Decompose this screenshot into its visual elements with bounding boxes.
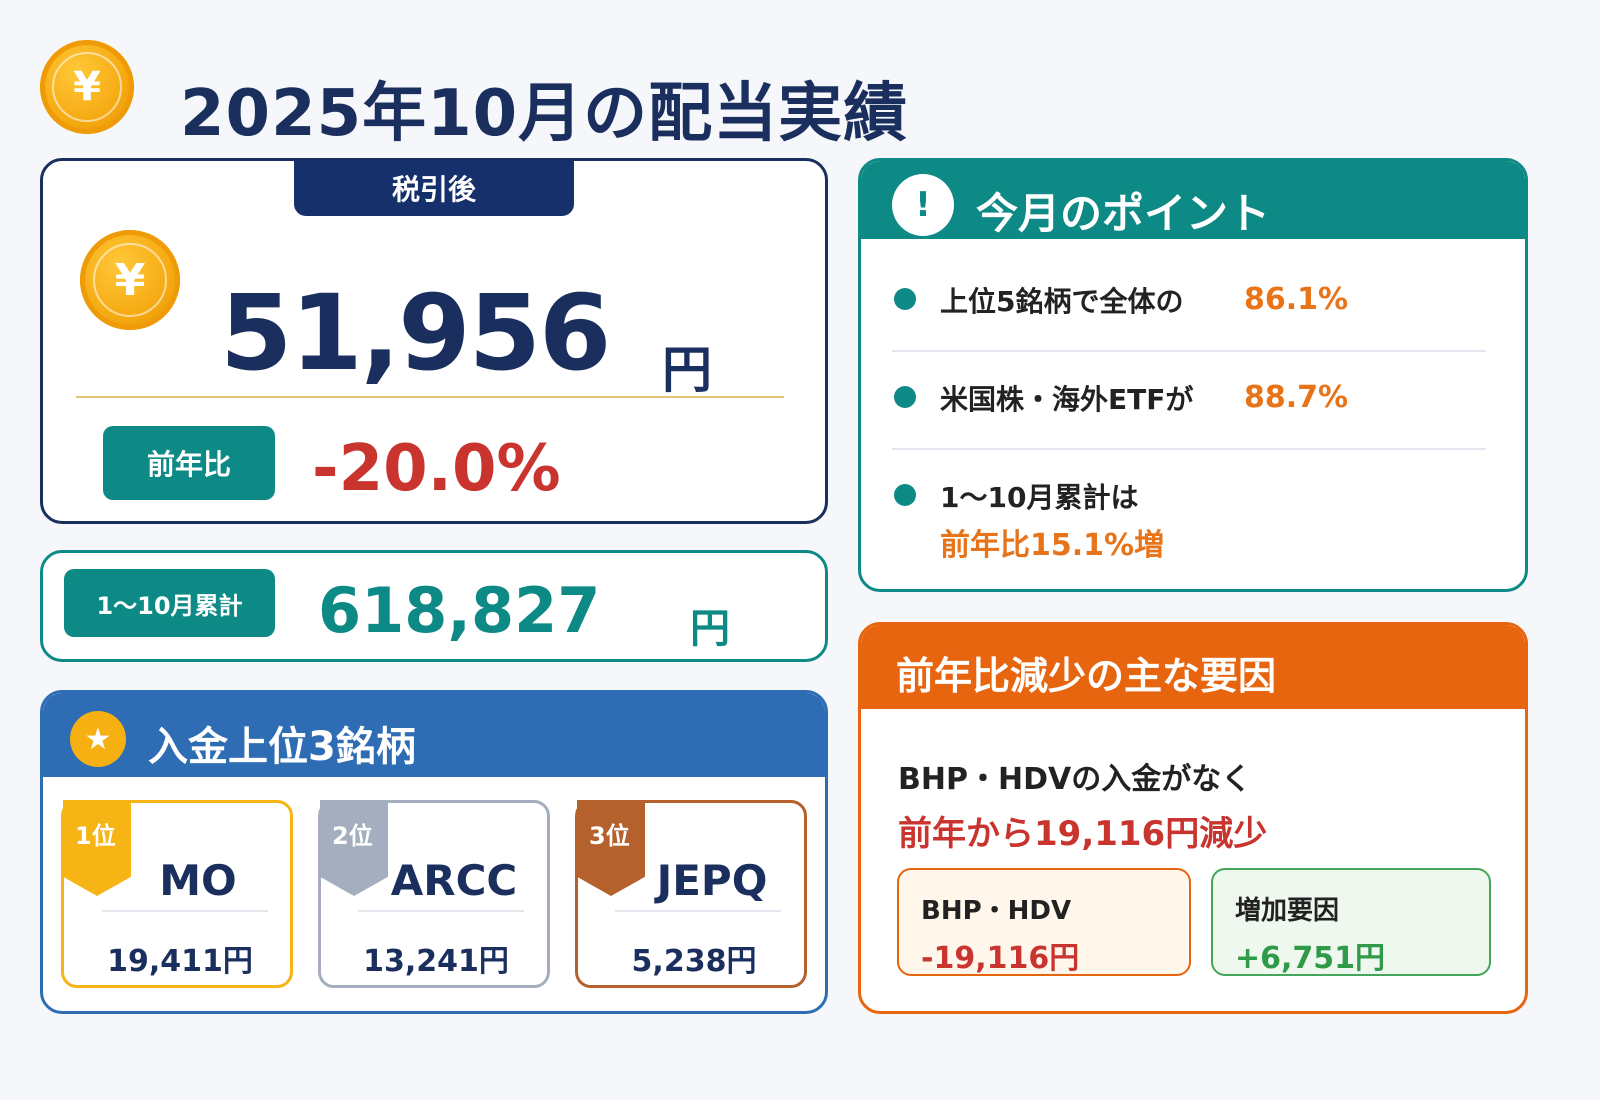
point-text-1: 上位5銘柄で全体の xyxy=(940,285,1184,318)
rank-ribbon-2: 2位 xyxy=(320,800,388,896)
exclamation-icon: ! xyxy=(892,174,954,236)
increase-factor-card: 増加要因 +6,751円 xyxy=(1211,868,1491,976)
rank-ribbon-1: 1位 xyxy=(63,800,131,896)
point-value-1: 86.1% xyxy=(1244,282,1349,317)
rank-divider-3 xyxy=(615,910,781,912)
bullet-dot xyxy=(894,386,916,408)
star-icon: ★ xyxy=(70,711,126,767)
point-value-2: 88.7% xyxy=(1244,380,1349,415)
decrease-reason-text: BHP・HDVの入金がなく xyxy=(898,762,1252,797)
decrease-factor-card: BHP・HDV -19,116円 xyxy=(897,868,1191,976)
divider xyxy=(892,350,1486,352)
rank-amount-2: 13,241円 xyxy=(363,944,509,979)
monthly-amount-unit: 円 xyxy=(662,341,712,399)
top3-header xyxy=(43,693,825,777)
decrease-title: 前年比減少の主な要因 xyxy=(896,654,1277,698)
point-value-3: 前年比15.1%増 xyxy=(940,528,1165,563)
decrease-amount-text: 前年から19,116円減少 xyxy=(898,814,1268,854)
page-title: 2025年10月の配当実績 xyxy=(180,77,909,151)
yoy-value: -20.0% xyxy=(312,432,561,506)
bullet-dot xyxy=(894,484,916,506)
rank-ribbon-3: 3位 xyxy=(577,800,645,896)
divider xyxy=(892,448,1486,450)
cumulative-unit: 円 xyxy=(690,606,730,652)
rank-ticker-2: ARCC xyxy=(390,856,518,905)
yen-coin-icon: ¥ xyxy=(40,40,134,134)
point-text-3: 1〜10月累計は xyxy=(940,481,1139,514)
cumulative-label: 1〜10月累計 xyxy=(64,569,275,637)
rank-amount-3: 5,238円 xyxy=(631,944,757,979)
monthly-amount: 51,956 xyxy=(220,272,611,394)
points-card xyxy=(858,158,1528,592)
bullet-dot xyxy=(894,288,916,310)
cumulative-amount: 618,827 xyxy=(318,574,601,647)
top3-title: 入金上位3銘柄 xyxy=(148,724,416,770)
points-title: 今月のポイント xyxy=(976,189,1271,238)
yen-coin-icon: ¥ xyxy=(80,230,180,330)
decrease-header xyxy=(861,625,1525,709)
point-text-2: 米国株・海外ETFが xyxy=(940,383,1194,416)
rank-amount-1: 19,411円 xyxy=(107,944,253,979)
rank-ticker-1: MO xyxy=(159,856,237,905)
increase-factor-label: 増加要因 xyxy=(1235,896,1340,926)
rank-ticker-3: JEPQ xyxy=(656,856,768,905)
points-header xyxy=(861,161,1525,239)
decrease-factor-label: BHP・HDV xyxy=(921,896,1072,926)
rank-divider-2 xyxy=(358,910,524,912)
rank-divider-1 xyxy=(102,910,268,912)
divider xyxy=(76,396,784,398)
yoy-label: 前年比 xyxy=(103,426,275,500)
increase-factor-value: +6,751円 xyxy=(1235,941,1386,976)
decrease-factor-value: -19,116円 xyxy=(921,941,1080,976)
after-tax-tag: 税引後 xyxy=(294,160,574,216)
